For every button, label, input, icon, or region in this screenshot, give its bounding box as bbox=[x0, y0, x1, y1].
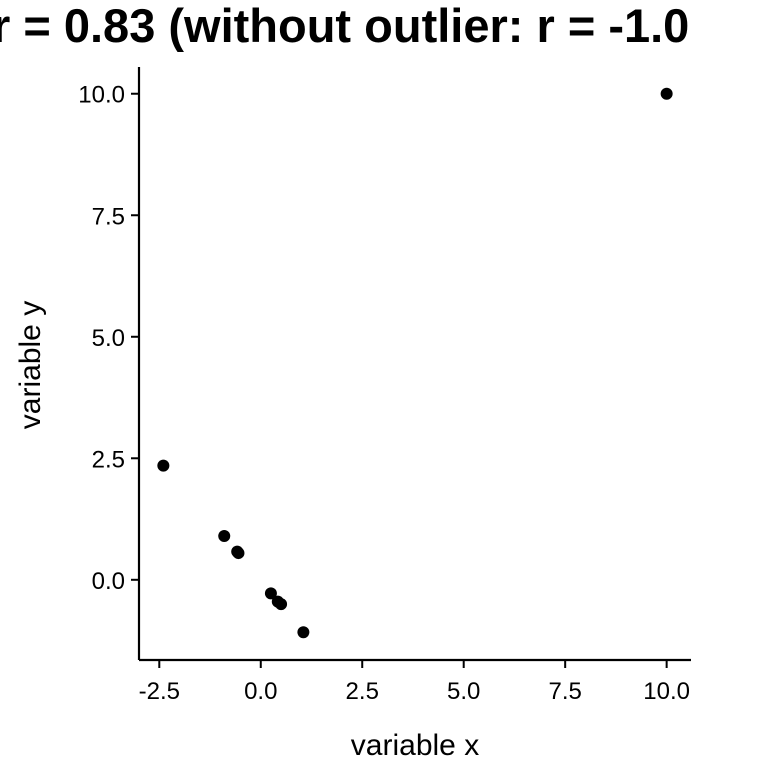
chart-title: r = 0.83 (without outlier: r = -1.0 bbox=[0, 0, 689, 52]
y-tick-label: 5.0 bbox=[92, 325, 125, 352]
x-tick-label: 2.5 bbox=[346, 678, 379, 705]
x-tick-label: 7.5 bbox=[548, 678, 581, 705]
data-point bbox=[275, 598, 288, 611]
x-axis-label: variable x bbox=[351, 729, 479, 762]
data-point bbox=[660, 87, 673, 100]
data-point bbox=[264, 587, 277, 600]
x-tick-label: -2.5 bbox=[139, 678, 180, 705]
x-axis-ticks: -2.5 0.0 2.5 5.0 7.5 10.0 bbox=[139, 660, 690, 705]
x-tick-label: 5.0 bbox=[447, 678, 480, 705]
data-points bbox=[157, 87, 673, 639]
data-point bbox=[297, 626, 310, 639]
x-tick-label: 10.0 bbox=[643, 678, 690, 705]
y-tick-label: 2.5 bbox=[92, 446, 125, 473]
data-point bbox=[232, 547, 245, 560]
x-tick-label: 0.0 bbox=[244, 678, 277, 705]
y-axis-ticks: 0.0 2.5 5.0 7.5 10.0 bbox=[78, 82, 139, 595]
y-tick-label: 0.0 bbox=[92, 568, 125, 595]
y-tick-label: 10.0 bbox=[78, 82, 125, 109]
data-point bbox=[218, 530, 231, 543]
y-axis-label: variable y bbox=[14, 301, 47, 429]
axes bbox=[137, 67, 691, 662]
y-tick-label: 7.5 bbox=[92, 203, 125, 230]
data-point bbox=[157, 459, 170, 472]
